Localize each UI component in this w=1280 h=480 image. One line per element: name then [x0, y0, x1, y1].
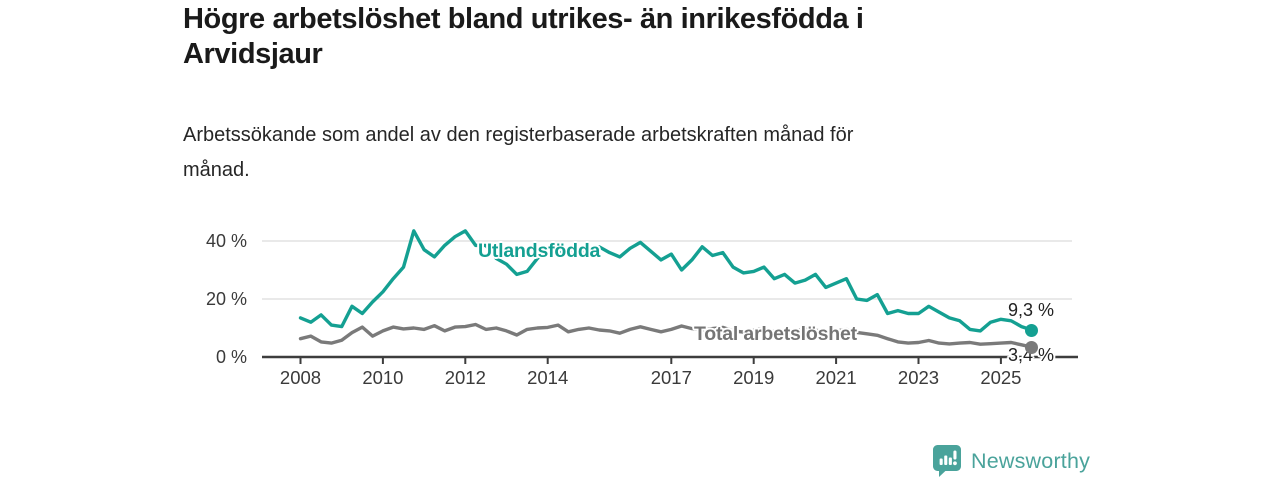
end-value-utlandsfodda: 9,3 %	[1008, 300, 1055, 320]
newsworthy-icon	[933, 445, 961, 477]
x-tick-label-2008: 2008	[279, 367, 322, 388]
series-line-total-arbetsloshet	[298, 322, 1034, 349]
x-tick-label-2010: 2010	[362, 367, 404, 388]
series-label-total-arbetsloshet: Total arbetslöshet	[694, 323, 857, 345]
x-tick-label-2025: 2025	[980, 367, 1022, 388]
chart-subtitle: Arbetssökande som andel av den registerb…	[183, 124, 854, 181]
x-tick-label-2014: 2014	[527, 367, 569, 388]
end-dot-utlandsfodda	[1025, 323, 1039, 337]
x-tick-label-2017: 2017	[650, 367, 692, 388]
x-tick-label-2021: 2021	[815, 367, 857, 388]
y-tick-label-20: 20 %	[205, 289, 247, 309]
newsworthy-wordmark: Newsworthy	[971, 449, 1091, 473]
chart-title: Högre arbetslöshet bland utrikes- än inr…	[183, 3, 864, 70]
series-line-utlandsfodda	[298, 229, 1034, 333]
end-dot-total-arbetsloshet	[1025, 340, 1039, 354]
y-tick-label-0: 0 %	[215, 347, 247, 367]
x-tick-label-2019: 2019	[733, 367, 775, 388]
x-tick-label-2012: 2012	[444, 367, 486, 388]
y-tick-label-40: 40 %	[205, 231, 247, 251]
x-tick-label-2023: 2023	[897, 367, 940, 388]
end-value-total-arbetsloshet: 3,4 %	[1008, 345, 1055, 365]
series-label-utlandsfodda: Utlandsfödda	[478, 240, 601, 262]
newsworthy-logo[interactable]: Newsworthy	[933, 445, 1090, 478]
